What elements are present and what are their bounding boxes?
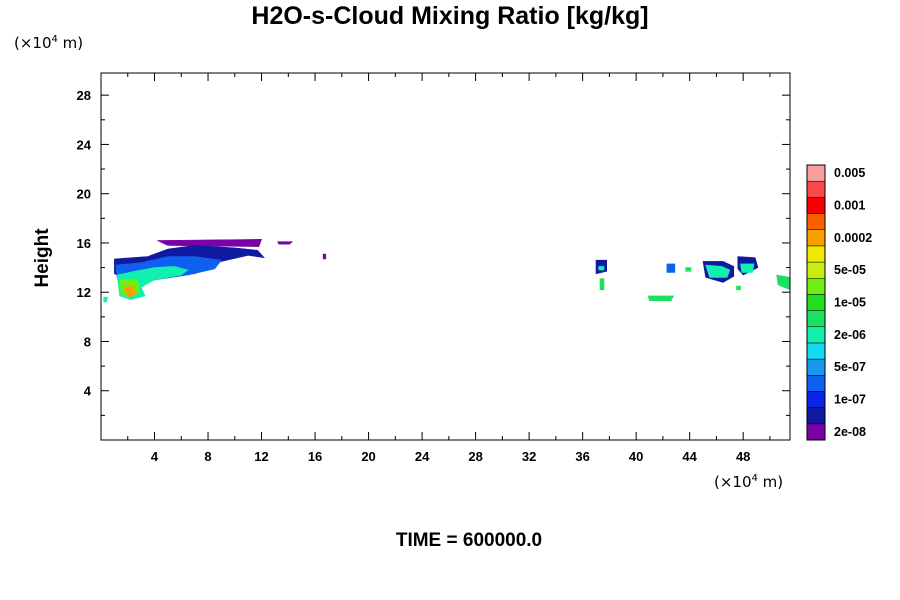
colorbar-swatch	[806, 407, 826, 425]
y-tick-label: 28	[77, 88, 91, 103]
y-tick-label: 24	[77, 137, 92, 152]
colorbar-label: 0.005	[834, 166, 865, 180]
y-tick-label: 4	[84, 384, 92, 399]
colorbar-label: 5e-07	[834, 360, 866, 374]
contour-region	[157, 238, 262, 247]
contour-region	[598, 266, 605, 271]
y-tick-label: 16	[77, 236, 91, 251]
chart-title: H2O-s-Cloud Mixing Ratio [kg/kg]	[251, 2, 649, 30]
contour-region	[705, 264, 731, 278]
contour-region	[740, 263, 755, 273]
x-tick-label: 4	[151, 449, 159, 464]
x-tick-label: 28	[468, 449, 482, 464]
y-tick-label: 12	[77, 285, 91, 300]
contour-region	[123, 285, 137, 298]
x-tick-label: 24	[415, 449, 430, 464]
x-tick-label: 40	[629, 449, 643, 464]
colorbar: 2e-08 1e-07 5e-07 2e-06 1e-05 5e-05 0.0002 0.00…	[806, 164, 872, 441]
x-tick-label: 12	[254, 449, 268, 464]
x-tick-label: 32	[522, 449, 536, 464]
colorbar-swatch	[806, 164, 826, 182]
contour-region	[647, 295, 675, 302]
contour-fill-layer	[103, 238, 791, 303]
colorbar-label: 0.001	[834, 198, 865, 212]
x-tick-label: 36	[575, 449, 589, 464]
contour-region	[322, 253, 327, 260]
colorbar-swatch	[806, 213, 826, 230]
x-tick-label: 16	[308, 449, 322, 464]
colorbar-swatch	[806, 261, 826, 279]
y-tick-label: 8	[84, 334, 91, 349]
colorbar-swatch	[806, 375, 826, 392]
colorbar-label: 2e-06	[834, 328, 866, 342]
colorbar-swatch	[806, 180, 826, 198]
colorbar-swatch	[806, 391, 826, 408]
colorbar-label: 5e-05	[834, 263, 866, 277]
contour-region	[666, 263, 676, 273]
x-tick-label: 48	[736, 449, 750, 464]
colorbar-swatch	[806, 277, 826, 295]
contour-region	[599, 278, 605, 291]
colorbar-frame	[806, 164, 826, 441]
colorbar-swatch	[806, 229, 826, 247]
contour-region	[103, 296, 109, 303]
colorbar-label: 1e-05	[834, 296, 866, 310]
x-tick-label: 8	[204, 449, 211, 464]
x-axis-unit: (×104 m)	[714, 473, 784, 491]
contour-region	[776, 274, 791, 291]
colorbar-label: 0.0002	[834, 231, 872, 245]
colorbar-label: 2e-08	[834, 425, 866, 439]
x-tick-label: 44	[682, 449, 697, 464]
contour-region	[736, 285, 741, 291]
contour-region	[685, 267, 692, 272]
y-tick-label: 20	[77, 187, 91, 202]
time-label: TIME = 600000.0	[395, 530, 543, 551]
contour-region	[277, 241, 294, 245]
x-tick-label: 20	[361, 449, 375, 464]
colorbar-label: 1e-07	[834, 393, 866, 407]
plot-frame	[100, 72, 791, 441]
colorbar-swatch	[806, 245, 826, 263]
colorbar-swatch	[806, 423, 826, 441]
colorbar-swatch	[806, 342, 826, 360]
colorbar-swatch	[806, 197, 826, 214]
colorbar-swatch	[806, 326, 826, 344]
colorbar-swatch	[806, 294, 826, 311]
y-axis-unit: (×104 m)	[14, 34, 84, 52]
colorbar-swatch	[806, 310, 826, 328]
colorbar-swatch	[806, 358, 826, 376]
